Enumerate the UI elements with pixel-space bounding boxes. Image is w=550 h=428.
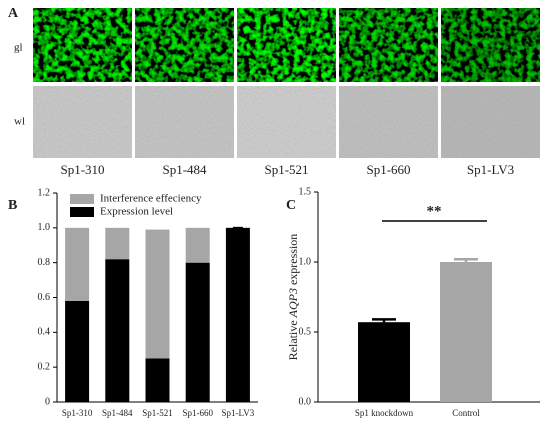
panel-label: B [8,198,17,213]
legend-swatch [70,207,94,217]
y-tick-label: 0.0 [299,396,312,407]
panel-label: C [286,198,296,213]
x-tick-label: Sp1-LV3 [222,408,255,418]
bar-segment [105,227,130,260]
x-tick-label: Sp1-521 [142,408,173,418]
bar [358,322,410,402]
panel-label: A [8,6,19,21]
fluorescence-image [339,8,438,82]
y-tick-label: 0 [45,396,50,407]
bar-segment [65,227,90,301]
bar-segment [185,227,210,263]
row-label: gl [14,42,23,54]
legend-label: Expression level [100,206,173,218]
y-tick-label: 0.2 [38,361,51,372]
y-axis-label-part: Relative [286,320,300,360]
x-tick-label: Control [452,408,480,418]
column-label: Sp1-310 [60,162,104,177]
brightfield-image [339,86,438,158]
bar [440,262,492,402]
y-tick-label: 0.8 [38,257,51,268]
fluorescence-image [33,8,132,82]
column-label: Sp1-660 [366,162,410,177]
bar-segment [145,229,170,359]
brightfield-tint [339,86,438,158]
x-tick-label: Sp1-484 [102,408,133,418]
x-tick-label: Sp1-310 [62,408,93,418]
y-tick-label: 1.0 [299,256,312,267]
fluorescence-image [441,8,540,82]
y-tick-label: 1.2 [38,187,51,198]
fluorescence-image [135,8,234,82]
y-tick-label: 0.4 [38,327,51,338]
error-bar [454,257,478,262]
y-tick-label: 0.6 [38,292,51,303]
x-tick-label: Sp1 knockdown [355,408,414,418]
bar-segment [65,300,90,402]
fluorescence-image [237,8,336,82]
x-tick-label: Sp1-660 [182,408,213,418]
column-label: Sp1-521 [264,162,308,177]
error-bar [372,318,396,323]
brightfield-tint [237,86,336,158]
bar-segment [105,259,130,402]
legend-label: Interference effeciency [100,193,202,205]
bar-segment [145,358,170,402]
y-tick-label: 1.0 [38,222,51,233]
legend-swatch [70,194,94,204]
brightfield-tint [441,86,540,158]
brightfield-image [237,86,336,158]
y-axis-label: Relative AQP3 expression [286,234,300,361]
column-label: Sp1-484 [162,162,207,177]
y-axis-label-part: AQP3 [286,288,300,318]
bar-segment [185,262,210,402]
brightfield-tint [135,86,234,158]
y-tick-label: 1.5 [299,186,312,197]
row-label: wl [14,116,25,128]
y-tick-label: 0.5 [299,326,312,337]
bar-segment [225,227,250,402]
annotation: ** [427,203,442,219]
brightfield-tint [33,86,132,158]
brightfield-image [135,86,234,158]
y-axis-label-part: expression [286,234,300,285]
brightfield-image [33,86,132,158]
column-label: Sp1-LV3 [467,162,514,177]
